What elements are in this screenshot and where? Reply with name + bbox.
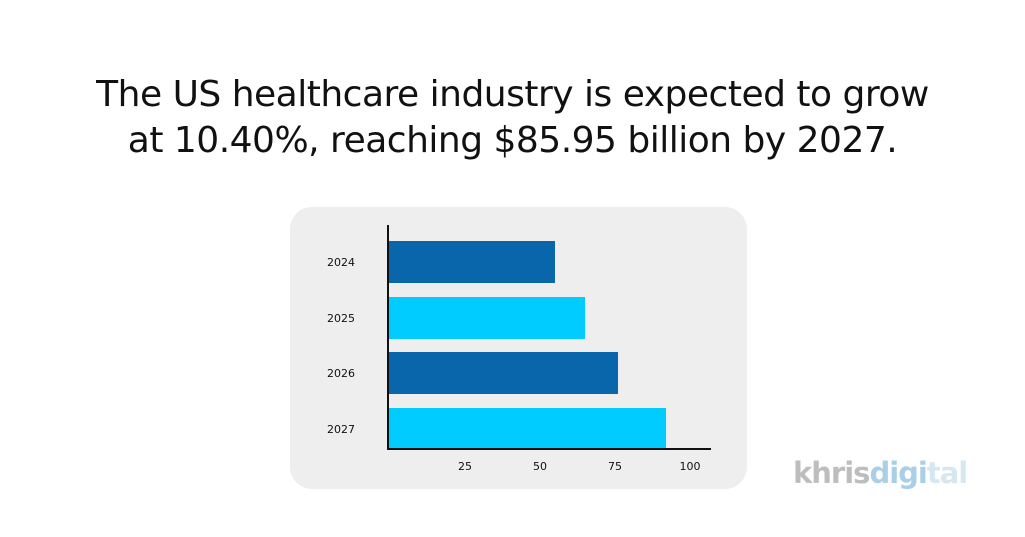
headline: The US healthcare industry is expected t… bbox=[0, 72, 1025, 164]
x-tick-label: 25 bbox=[458, 460, 472, 473]
x-tick-label: 100 bbox=[680, 460, 701, 473]
y-tick-label: 2026 bbox=[327, 367, 355, 380]
bar-2024 bbox=[388, 241, 555, 283]
bar-2026 bbox=[388, 352, 618, 394]
logo-text-1: khris bbox=[793, 456, 870, 490]
logo-text-2: digi bbox=[869, 456, 927, 490]
headline-line-1: The US healthcare industry is expected t… bbox=[96, 74, 929, 115]
x-tick-label: 50 bbox=[533, 460, 547, 473]
logo-text-3: tal bbox=[926, 456, 968, 490]
x-tick-label: 75 bbox=[608, 460, 622, 473]
y-tick-label: 2024 bbox=[327, 256, 355, 269]
bar-2027 bbox=[388, 408, 666, 450]
headline-line-2: at 10.40%, reaching $85.95 billion by 20… bbox=[127, 120, 898, 161]
khrisdigital-logo: khrisdigital bbox=[793, 456, 968, 490]
y-tick-label: 2025 bbox=[327, 312, 355, 325]
y-tick-label: 2027 bbox=[327, 423, 355, 436]
bar-2025 bbox=[388, 297, 585, 339]
